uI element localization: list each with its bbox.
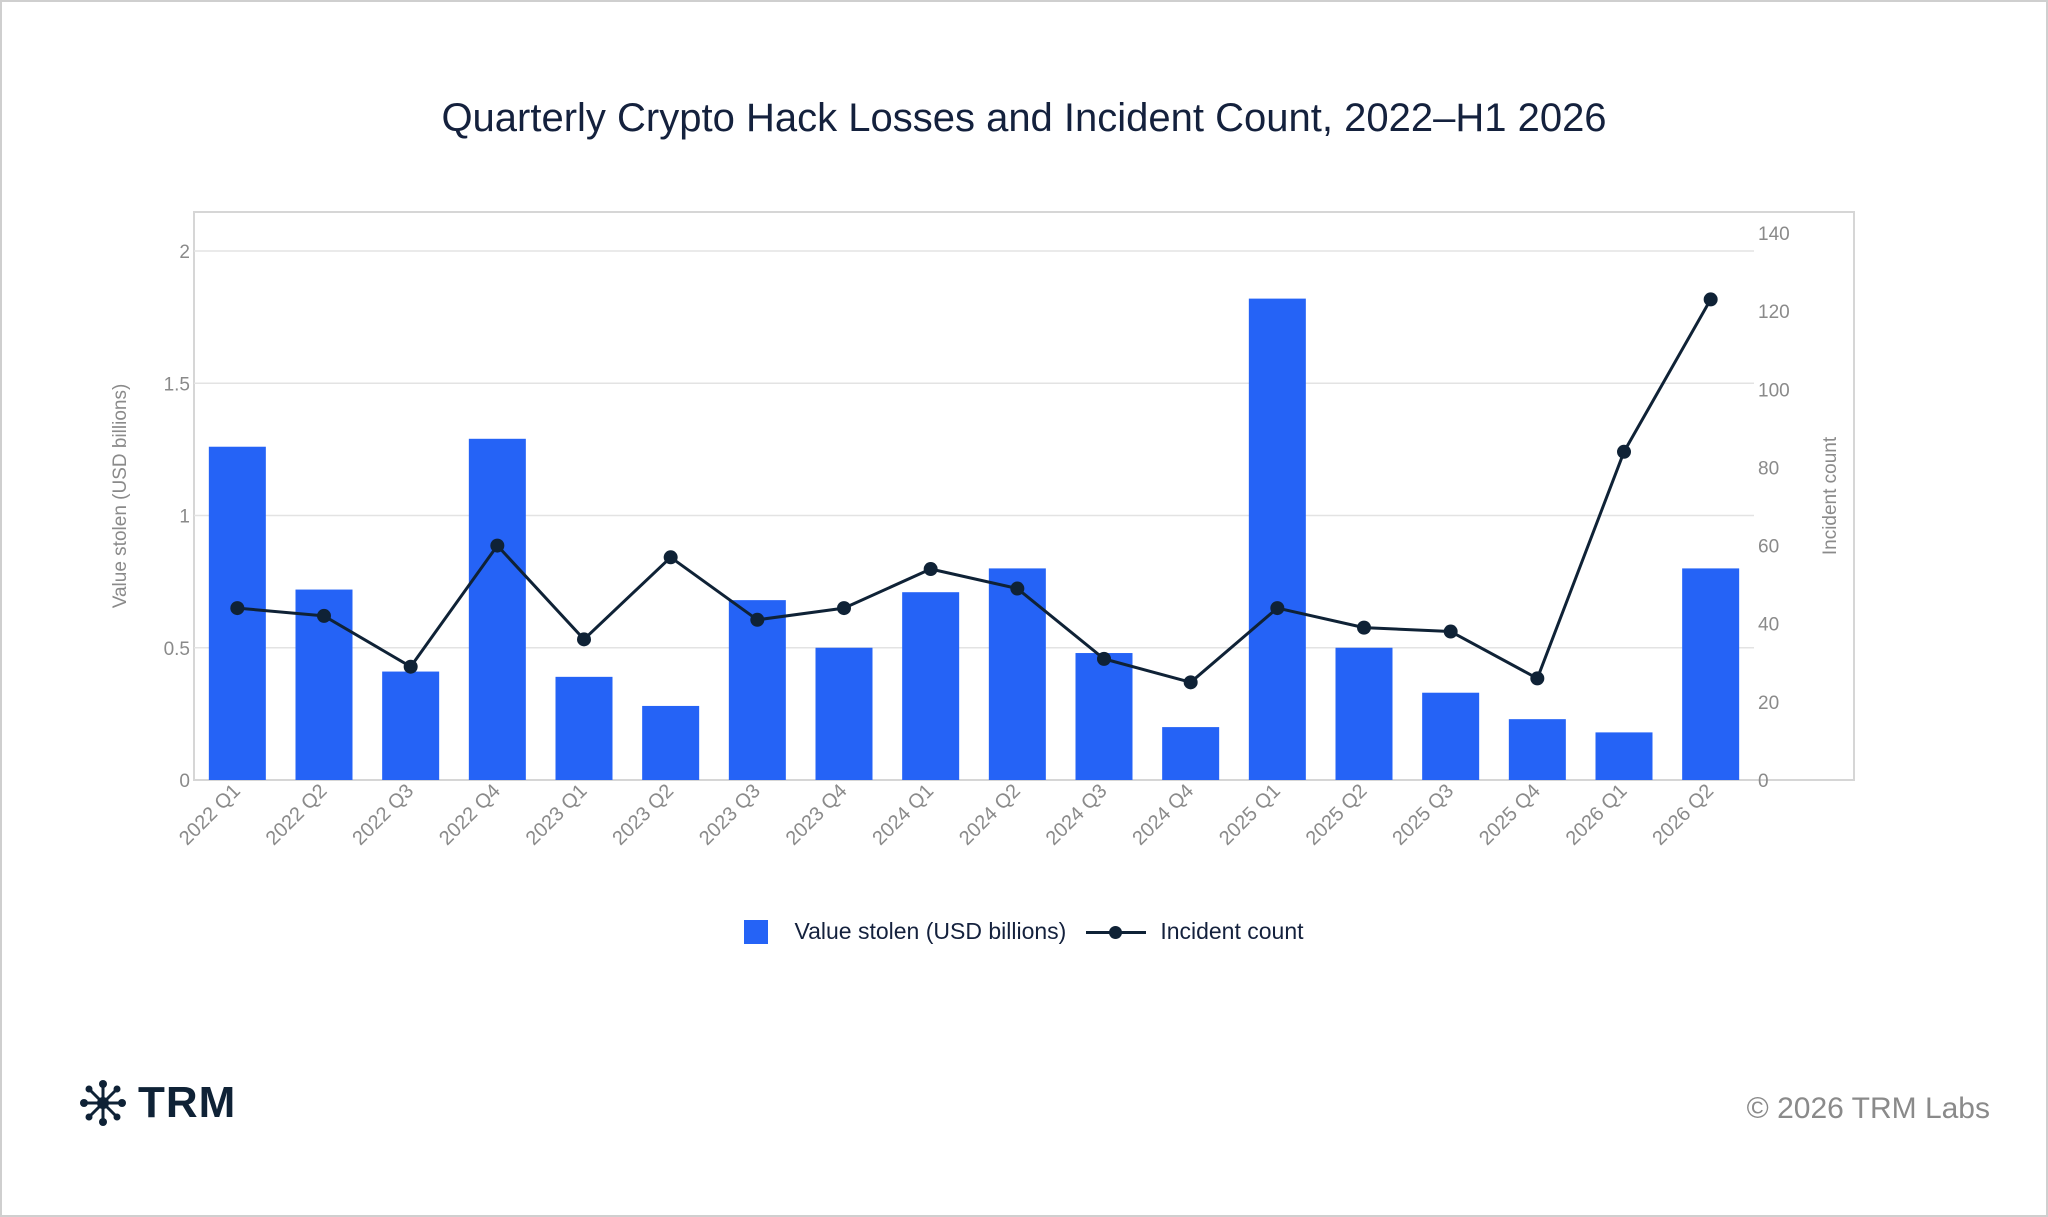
copyright-text: © 2026 TRM Labs bbox=[1746, 1092, 1990, 1125]
bar[interactable] bbox=[1248, 298, 1306, 780]
chart-title: Quarterly Crypto Hack Losses and Inciden… bbox=[441, 96, 1607, 140]
bar[interactable] bbox=[1508, 719, 1566, 780]
bar[interactable] bbox=[1595, 732, 1653, 780]
trm-network-icon bbox=[80, 1080, 126, 1126]
left-axis-ticks: 0 0.5 1 1.5 2 bbox=[164, 242, 190, 792]
line-point[interactable] bbox=[1097, 651, 1111, 666]
line-point[interactable] bbox=[1270, 601, 1285, 616]
legend-line-swatch bbox=[1086, 920, 1147, 944]
bar[interactable] bbox=[1162, 727, 1220, 780]
bar-series bbox=[208, 298, 1740, 780]
bar[interactable] bbox=[642, 705, 700, 780]
logo-text: TRM bbox=[138, 1078, 237, 1127]
bar[interactable] bbox=[1422, 692, 1480, 780]
bar[interactable] bbox=[1075, 653, 1133, 780]
x-tick-label: 2024 Q1 bbox=[868, 780, 938, 850]
x-tick-label: 2023 Q2 bbox=[608, 780, 678, 850]
line-point[interactable] bbox=[1010, 581, 1025, 596]
right-axis-ticks: 0 20 40 60 80 100 120 140 bbox=[1758, 224, 1790, 792]
bar[interactable] bbox=[1682, 568, 1740, 780]
chart-legend: Value stolen (USD billions) Incident cou… bbox=[0, 918, 2048, 945]
line-point[interactable] bbox=[923, 562, 938, 577]
bar[interactable] bbox=[382, 671, 440, 780]
y-tick-label: 0.5 bbox=[164, 639, 190, 660]
bar[interactable] bbox=[1335, 647, 1393, 780]
x-tick-label: 2022 Q3 bbox=[348, 780, 418, 850]
line-point[interactable] bbox=[663, 550, 678, 565]
line-point[interactable] bbox=[1443, 624, 1458, 639]
bar[interactable] bbox=[988, 568, 1046, 780]
line-series bbox=[230, 292, 1718, 690]
x-tick-label: 2022 Q2 bbox=[262, 780, 332, 850]
x-tick-label: 2025 Q3 bbox=[1388, 780, 1458, 850]
line-point[interactable] bbox=[230, 601, 245, 616]
x-tick-label: 2023 Q4 bbox=[782, 780, 852, 850]
line-point[interactable] bbox=[1357, 620, 1371, 635]
x-tick-label: 2024 Q4 bbox=[1128, 780, 1198, 850]
y-tick-label: 0 bbox=[179, 771, 190, 792]
line-point[interactable] bbox=[1530, 671, 1545, 686]
incident-count-line bbox=[237, 298, 1712, 684]
line-point[interactable] bbox=[750, 612, 765, 627]
legend-label-incident-count: Incident count bbox=[1160, 918, 1304, 944]
y-tick-label: 2 bbox=[179, 242, 190, 263]
line-point[interactable] bbox=[1617, 444, 1631, 459]
bar[interactable] bbox=[815, 647, 873, 780]
x-tick-label: 2025 Q1 bbox=[1215, 780, 1285, 850]
y-tick-label: 1.5 bbox=[164, 374, 190, 395]
y2-tick-label: 80 bbox=[1758, 458, 1779, 479]
y2-tick-label: 60 bbox=[1758, 537, 1779, 558]
line-point[interactable] bbox=[1183, 675, 1198, 690]
y2-tick-label: 0 bbox=[1758, 771, 1769, 792]
line-point[interactable] bbox=[837, 601, 851, 616]
y-axis-label: Value stolen (USD billions) bbox=[110, 384, 131, 609]
bar[interactable] bbox=[902, 592, 960, 780]
x-tick-label: 2022 Q4 bbox=[435, 780, 505, 850]
x-tick-label: 2023 Q1 bbox=[522, 780, 592, 850]
y2-axis-label: Incident count bbox=[1820, 436, 1841, 555]
x-tick-label: 2025 Q2 bbox=[1302, 780, 1372, 850]
legend-item-value-stolen[interactable]: Value stolen (USD billions) bbox=[744, 918, 1066, 945]
legend-label-value-stolen: Value stolen (USD billions) bbox=[794, 918, 1067, 944]
x-axis-ticks: 2022 Q1 2022 Q2 2022 Q3 2022 Q4 2023 Q1 2023 … bbox=[175, 780, 1718, 850]
grid-lines bbox=[194, 250, 1754, 649]
x-tick-label: 2025 Q4 bbox=[1475, 780, 1545, 850]
bar[interactable] bbox=[728, 600, 786, 780]
line-point[interactable] bbox=[403, 659, 418, 674]
line-point[interactable] bbox=[317, 608, 331, 623]
y2-tick-label: 120 bbox=[1758, 302, 1790, 323]
line-point[interactable] bbox=[577, 632, 591, 647]
y-tick-label: 1 bbox=[179, 507, 190, 528]
x-tick-label: 2026 Q1 bbox=[1562, 780, 1632, 850]
trm-logo: TRM bbox=[80, 1078, 236, 1128]
x-tick-label: 2023 Q3 bbox=[695, 780, 765, 850]
legend-bar-swatch bbox=[744, 919, 769, 944]
bar[interactable] bbox=[555, 676, 613, 780]
line-point[interactable] bbox=[1703, 292, 1718, 307]
y2-tick-label: 140 bbox=[1758, 224, 1790, 245]
x-tick-label: 2024 Q3 bbox=[1042, 780, 1112, 850]
bar[interactable] bbox=[468, 438, 526, 780]
y2-tick-label: 100 bbox=[1758, 380, 1790, 401]
y2-tick-label: 40 bbox=[1758, 615, 1779, 636]
y2-tick-label: 20 bbox=[1758, 693, 1779, 714]
x-tick-label: 2024 Q2 bbox=[955, 780, 1025, 850]
x-tick-label: 2026 Q2 bbox=[1648, 780, 1718, 850]
line-point[interactable] bbox=[490, 538, 505, 553]
legend-item-incident-count[interactable]: Incident count bbox=[1086, 918, 1304, 945]
